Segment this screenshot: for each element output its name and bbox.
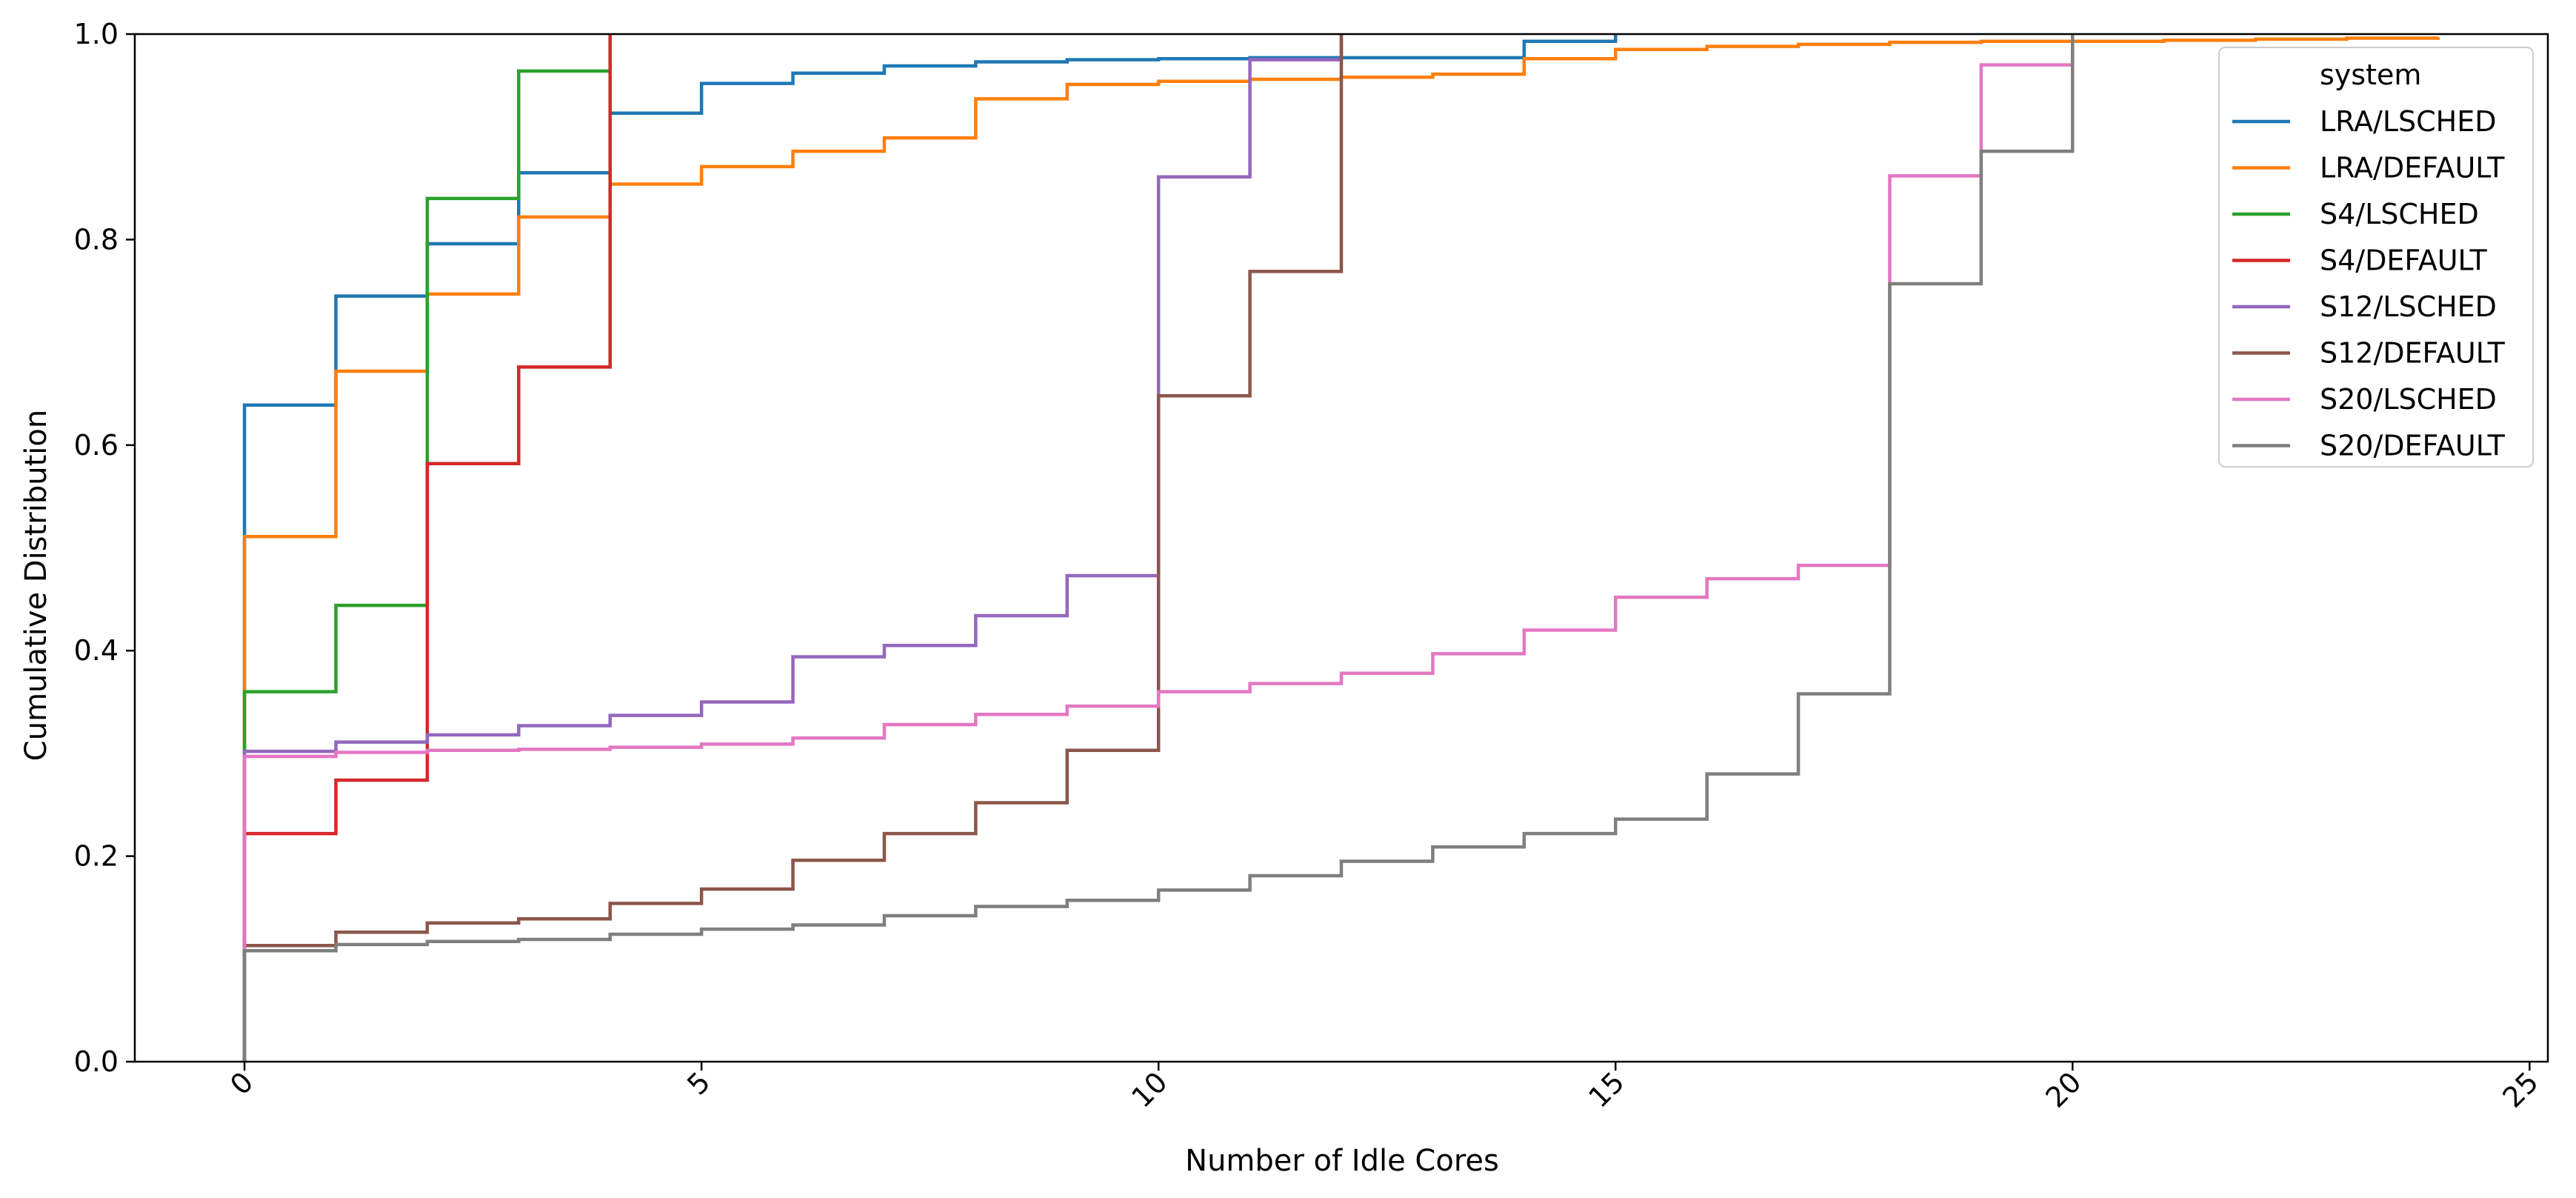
x-tick-label: 15 — [1582, 1065, 1630, 1114]
series-line-lra-lsched — [242, 34, 1618, 1062]
legend-label-lra-default: LRA/DEFAULT — [2320, 152, 2505, 184]
series-line-s20-default — [242, 34, 2075, 1062]
y-tick-label: 0.0 — [74, 1045, 119, 1078]
legend-label-s20-lsched: S20/LSCHED — [2320, 383, 2497, 416]
y-tick-label: 0.8 — [74, 223, 119, 256]
legend-box — [2218, 47, 2534, 467]
legend-label-s12-default: S12/DEFAULT — [2320, 337, 2506, 370]
plot-area — [242, 34, 2440, 1062]
series-line-s12-lsched — [242, 34, 1344, 1062]
y-axis-label: Cumulative Distribution — [19, 410, 53, 761]
x-tick-label: 20 — [2039, 1065, 2087, 1114]
series-line-s12-default — [242, 34, 1344, 1062]
x-tick-label: 25 — [2496, 1065, 2544, 1114]
x-tick-label: 5 — [681, 1065, 716, 1101]
y-tick-label: 1.0 — [74, 18, 119, 50]
x-tick-label: 10 — [1125, 1065, 1173, 1114]
y-tick-label: 0.4 — [74, 634, 119, 667]
legend-label-s12-lsched: S12/LSCHED — [2320, 290, 2497, 323]
series-line-s4-lsched — [242, 34, 612, 1062]
legend-label-lra-lsched: LRA/LSCHED — [2320, 105, 2497, 138]
x-tick-label: 0 — [224, 1065, 259, 1101]
axes: 0 5 10 15 20 25 0.0 0.2 0.4 0.6 0.8 1.0 — [74, 18, 2549, 1114]
x-axis-label: Number of Idle Cores — [1185, 1144, 1499, 1178]
axes-frame — [133, 33, 2549, 1063]
series-line-s20-lsched — [242, 34, 2075, 1062]
y-tick-label: 0.2 — [74, 840, 119, 873]
series-lines — [242, 34, 2440, 1062]
series-line-s4-default — [242, 34, 612, 1062]
legend: system LRA/LSCHED LRA/DEFAULT S4/LSCHED S4/D… — [2218, 47, 2534, 467]
y-tick-label: 0.6 — [74, 429, 119, 462]
legend-label-s20-default: S20/DEFAULT — [2320, 430, 2506, 462]
legend-label-s4-lsched: S4/LSCHED — [2320, 198, 2479, 230]
legend-title: system — [2320, 59, 2421, 91]
legend-label-s4-default: S4/DEFAULT — [2320, 244, 2487, 277]
